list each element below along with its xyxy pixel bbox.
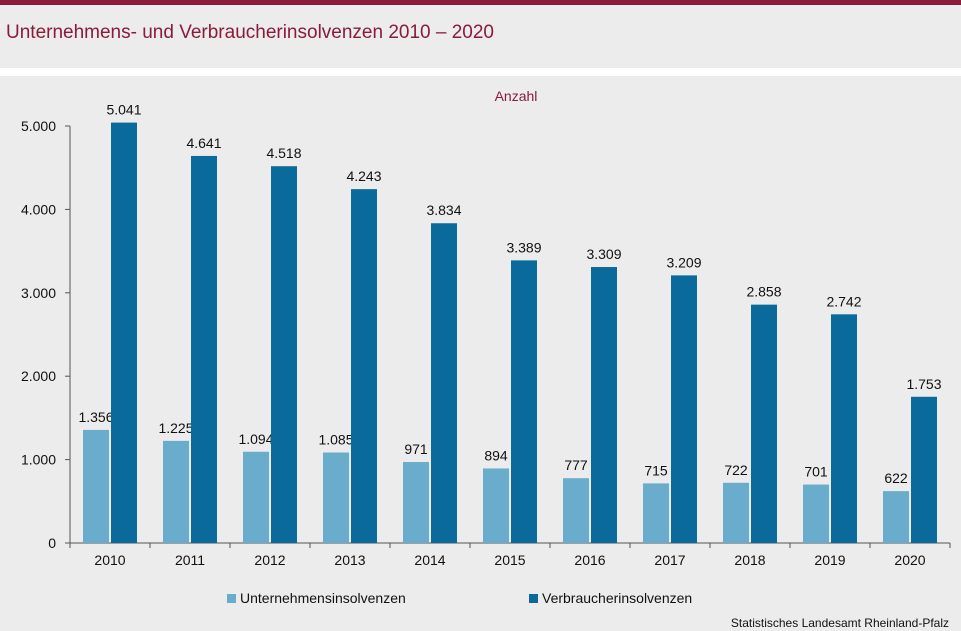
chart-title: Unternehmens- und Verbraucherinsolvenzen… xyxy=(6,22,494,43)
bar-verbraucher xyxy=(591,267,617,543)
data-label-verbraucher: 3.309 xyxy=(586,246,621,262)
x-tick-label: 2018 xyxy=(734,552,765,568)
bar-verbraucher xyxy=(831,314,857,543)
data-label-unternehmen: 971 xyxy=(404,441,428,457)
bar-unternehmen xyxy=(563,478,589,543)
x-tick-label: 2010 xyxy=(94,552,125,568)
top-accent-bar xyxy=(0,0,961,5)
bar-unternehmen xyxy=(163,440,189,543)
x-tick-label: 2015 xyxy=(494,552,525,568)
bar-unternehmen xyxy=(723,482,749,543)
data-label-unternehmen: 715 xyxy=(644,462,668,478)
bar-verbraucher xyxy=(191,155,217,543)
unit-label: Anzahl xyxy=(495,88,538,104)
data-label-verbraucher: 5.041 xyxy=(106,102,141,118)
y-tick-label: 5.000 xyxy=(21,118,56,134)
data-label-unternehmen: 777 xyxy=(564,457,588,473)
source-note: Statistisches Landesamt Rheinland-Pfalz xyxy=(730,616,949,630)
y-tick-label: 0 xyxy=(48,535,56,551)
data-label-verbraucher: 4.243 xyxy=(346,168,381,184)
y-tick-label: 2.000 xyxy=(21,368,56,384)
legend: Unternehmensinsolvenzen Verbraucherinsol… xyxy=(0,590,961,610)
x-tick-label: 2016 xyxy=(574,552,605,568)
data-label-unternehmen: 1.225 xyxy=(158,420,193,436)
bar-verbraucher xyxy=(431,223,457,544)
x-tick-label: 2020 xyxy=(894,552,925,568)
x-tick-label: 2017 xyxy=(654,552,685,568)
bar-verbraucher xyxy=(671,275,697,543)
bar-verbraucher xyxy=(751,304,777,543)
y-tick-label: 4.000 xyxy=(21,201,56,217)
plot-background xyxy=(0,76,961,590)
bar-unternehmen xyxy=(483,468,509,543)
bar-unternehmen xyxy=(883,491,909,543)
bar-unternehmen xyxy=(803,484,829,543)
legend-label-unternehmen: Unternehmensinsolvenzen xyxy=(240,590,406,606)
legend-swatch-unternehmen xyxy=(227,593,236,603)
title-divider xyxy=(0,68,961,76)
bar-verbraucher xyxy=(111,122,137,543)
legend-item-unternehmen: Unternehmensinsolvenzen xyxy=(227,590,406,606)
y-tick-label: 3.000 xyxy=(21,285,56,301)
x-axis: 2010 2011 2012 2013 2014 2015 2016 2017 2018 2019… xyxy=(69,542,951,568)
x-tick-label: 2011 xyxy=(175,552,205,568)
data-label-unternehmen: 722 xyxy=(724,462,748,478)
data-label-verbraucher: 3.209 xyxy=(666,254,701,270)
data-label-unternehmen: 622 xyxy=(884,470,908,486)
x-tick-label: 2019 xyxy=(814,552,845,568)
x-tick-label: 2014 xyxy=(414,552,445,568)
data-label-verbraucher: 2.742 xyxy=(826,293,861,309)
data-label-unternehmen: 1.094 xyxy=(238,431,273,447)
bar-verbraucher xyxy=(911,396,937,543)
y-tick-label: 1.000 xyxy=(21,452,56,468)
bars: 1.356 5.041 1.225 4.641 1.094 4.518 1.085 4.243… xyxy=(78,102,942,544)
bar-unternehmen xyxy=(643,483,669,543)
bar-verbraucher xyxy=(511,260,537,543)
data-label-verbraucher: 4.641 xyxy=(186,135,221,151)
data-label-unternehmen: 1.356 xyxy=(78,409,113,425)
bar-unternehmen xyxy=(243,451,269,543)
bar-unternehmen xyxy=(403,462,429,543)
bar-verbraucher xyxy=(271,166,297,543)
bar-unternehmen xyxy=(323,452,349,543)
y-axis: 0 1.000 2.000 3.000 4.000 5.000 xyxy=(21,118,71,551)
bar-unternehmen xyxy=(83,429,109,543)
data-label-verbraucher: 3.834 xyxy=(426,202,461,218)
data-label-verbraucher: 1.753 xyxy=(906,376,941,392)
bar-verbraucher xyxy=(351,189,377,543)
legend-label-verbraucher: Verbraucherinsolvenzen xyxy=(542,590,693,606)
data-label-verbraucher: 2.858 xyxy=(746,284,781,300)
data-label-unternehmen: 1.085 xyxy=(318,432,353,448)
data-label-verbraucher: 4.518 xyxy=(266,145,301,161)
x-tick-label: 2012 xyxy=(254,552,285,568)
data-label-unternehmen: 894 xyxy=(484,447,508,463)
legend-swatch-verbraucher xyxy=(529,593,538,603)
legend-item-verbraucher: Verbraucherinsolvenzen xyxy=(529,590,692,606)
x-tick-label: 2013 xyxy=(334,552,365,568)
data-label-unternehmen: 701 xyxy=(804,464,828,480)
data-label-verbraucher: 3.389 xyxy=(506,239,541,255)
